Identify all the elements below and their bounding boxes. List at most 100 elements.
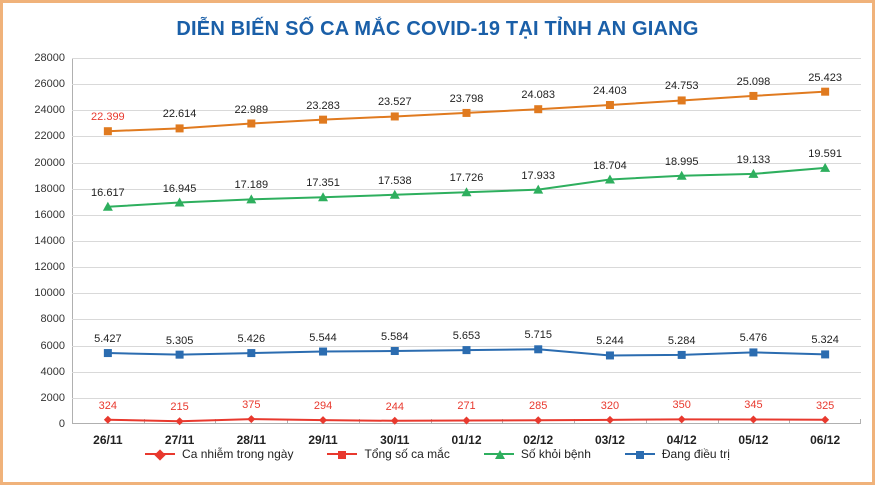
data-label: 5.715: [524, 329, 552, 342]
data-point: [319, 347, 328, 356]
x-tick-mark: [574, 419, 576, 424]
legend-item[interactable]: Tổng số ca mắc: [327, 447, 450, 461]
data-label: 5.244: [596, 335, 624, 348]
x-tick-label: 04/12: [666, 433, 697, 447]
data-point: [820, 162, 831, 172]
legend-marker-icon: [145, 448, 176, 461]
data-point: [247, 415, 256, 424]
gridline: [72, 58, 861, 59]
y-tick-label: 22000: [34, 130, 65, 143]
data-point: [676, 170, 687, 180]
gridline: [72, 371, 861, 373]
y-tick-label: 18000: [34, 182, 65, 195]
data-point: [605, 101, 614, 110]
data-point: [102, 201, 113, 211]
data-point: [462, 346, 471, 355]
data-point: [677, 96, 686, 105]
data-label: 22.399: [91, 111, 125, 124]
data-point: [604, 174, 615, 184]
x-tick-label: 28/11: [236, 433, 266, 447]
y-tick-label: 10000: [34, 287, 65, 300]
data-label: 17.189: [234, 179, 269, 192]
gridline: [72, 397, 861, 399]
legend-marker-icon: [327, 448, 358, 460]
x-tick-label: 27/11: [164, 433, 195, 447]
data-label: 5.584: [381, 331, 409, 343]
data-point: [534, 345, 543, 354]
data-point: [246, 194, 257, 204]
x-tick-mark: [789, 419, 791, 424]
x-tick-mark: [860, 419, 861, 424]
data-point: [175, 417, 184, 426]
data-point: [821, 350, 830, 359]
legend-item[interactable]: Ca nhiễm trong ngày: [145, 447, 293, 461]
data-point: [462, 416, 471, 425]
data-point: [821, 87, 830, 96]
data-label: 5.653: [452, 330, 481, 343]
data-point: [390, 416, 399, 425]
data-label: 25.423: [808, 71, 842, 84]
gridline: [72, 84, 861, 86]
data-point: [103, 349, 112, 358]
x-tick-label: 06/12: [810, 433, 841, 447]
data-point: [461, 187, 472, 197]
y-tick-label: 6000: [40, 339, 65, 352]
chart-canvas: DIỄN BIẾN SỐ CA MẮC COVID-19 TẠI TỈNH AN…: [6, 6, 869, 479]
x-tick-mark: [358, 419, 360, 424]
y-tick-label: 20000: [34, 156, 65, 169]
chart-title: DIỄN BIẾN SỐ CA MẮC COVID-19 TẠI TỈNH AN…: [176, 18, 699, 40]
data-label: 5.427: [94, 333, 122, 346]
data-label: 324: [98, 399, 118, 412]
data-point: [749, 348, 758, 357]
data-label: 294: [313, 400, 333, 413]
y-tick-label: 16000: [34, 208, 65, 221]
x-tick-label: 26/11: [93, 433, 123, 447]
data-point: [175, 124, 184, 133]
data-point: [247, 119, 256, 128]
legend-label: Số khỏi bệnh: [520, 447, 591, 461]
x-tick-mark: [502, 419, 504, 424]
gridline: [72, 214, 861, 216]
gridline: [72, 136, 861, 138]
data-point: [749, 91, 758, 100]
data-label: 24.403: [593, 85, 627, 98]
y-tick-label: 4000: [40, 365, 65, 378]
data-point: [605, 351, 614, 360]
data-label: 24.753: [664, 80, 699, 93]
chart-legend: Ca nhiễm trong ngày Tổng số ca mắc Số khỏi…: [6, 447, 869, 461]
y-tick-label: 28000: [34, 52, 65, 64]
data-label: 5.476: [739, 332, 768, 345]
gridline: [72, 162, 861, 164]
data-label: 271: [457, 400, 476, 413]
y-tick-label: 8000: [40, 313, 65, 326]
x-tick-label: 02/12: [523, 433, 554, 447]
data-point: [462, 108, 471, 117]
y-tick-label: 26000: [34, 78, 65, 91]
y-tick-label: 2000: [40, 391, 65, 404]
x-tick-label: 01/12: [451, 433, 482, 447]
data-point: [174, 197, 185, 207]
data-point: [319, 416, 328, 425]
legend-marker-icon: [624, 448, 655, 460]
data-label: 19.133: [736, 153, 771, 166]
data-point: [389, 189, 400, 199]
legend-label: Tổng số ca mắc: [364, 447, 450, 461]
legend-item[interactable]: Đang điều trị: [624, 447, 730, 461]
data-point: [390, 112, 399, 121]
data-label: 17.538: [377, 174, 412, 187]
data-label: 325: [815, 399, 835, 412]
data-point: [534, 416, 543, 425]
x-tick-mark: [287, 419, 289, 424]
data-label: 16.945: [162, 182, 197, 195]
y-tick-label: 12000: [34, 261, 65, 274]
data-label: 285: [529, 400, 548, 413]
x-tick-label: 30/11: [380, 433, 410, 447]
data-point: [175, 350, 184, 359]
legend-item[interactable]: Số khỏi bệnh: [483, 447, 591, 461]
data-label: 350: [672, 399, 691, 412]
data-point: [247, 349, 256, 358]
legend-label: Ca nhiễm trong ngày: [182, 447, 294, 461]
data-point: [103, 127, 112, 136]
data-label: 22.614: [162, 108, 197, 121]
x-tick-mark: [717, 419, 719, 424]
